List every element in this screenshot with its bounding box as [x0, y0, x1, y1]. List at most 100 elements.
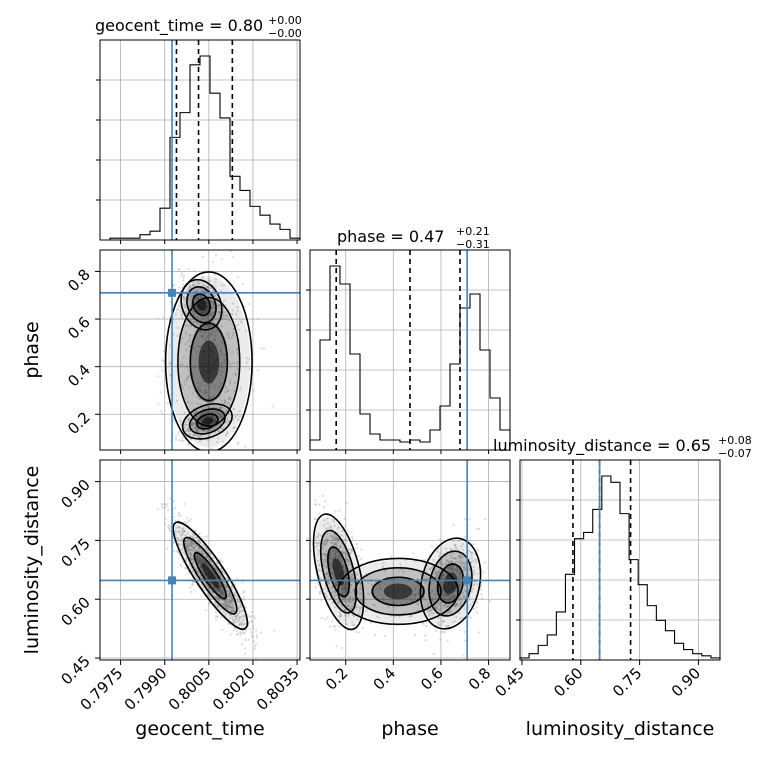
scatter-point	[457, 575, 460, 578]
scatter-point	[201, 255, 204, 258]
scatter-point	[226, 432, 229, 436]
scatter-point	[334, 552, 337, 556]
scatter-point	[208, 586, 211, 590]
scatter-point	[214, 618, 217, 621]
scatter-point	[316, 534, 320, 537]
scatter-point	[413, 595, 417, 598]
scatter-point	[221, 414, 224, 418]
scatter-point	[226, 431, 229, 434]
scatter-point	[231, 302, 234, 305]
scatter-point	[194, 548, 197, 552]
scatter-point	[475, 582, 478, 586]
scatter-point	[428, 609, 431, 612]
scatter-point	[179, 419, 182, 422]
scatter-point	[212, 301, 215, 304]
scatter-point	[347, 596, 350, 599]
scatter-point	[448, 595, 451, 598]
scatter-point	[243, 653, 247, 656]
scatter-point	[460, 599, 463, 602]
scatter-point	[328, 560, 331, 564]
scatter-point	[193, 424, 196, 427]
scatter-point	[216, 588, 219, 592]
scatter-point	[240, 631, 243, 634]
scatter-point	[238, 623, 241, 626]
scatter-point	[191, 424, 194, 427]
scatter-point	[441, 588, 444, 592]
scatter-point	[456, 568, 459, 572]
scatter-point	[182, 296, 185, 299]
scatter-point	[441, 574, 444, 577]
panel-frame	[99, 459, 301, 661]
scatter-point	[190, 558, 193, 562]
scatter-point	[208, 314, 211, 317]
scatter-point	[451, 565, 454, 568]
scatter-point	[327, 526, 330, 529]
scatter-point	[350, 607, 353, 610]
scatter-point	[434, 629, 437, 633]
scatter-point	[211, 395, 214, 398]
panel-bg	[100, 40, 300, 240]
scatter-point	[373, 603, 376, 607]
scatter-point	[325, 541, 328, 544]
scatter-point	[398, 615, 401, 618]
scatter-point	[435, 571, 438, 575]
scatter-point	[206, 305, 209, 308]
scatter-point	[318, 512, 321, 515]
scatter-point	[233, 381, 236, 385]
scatter-point	[442, 604, 445, 607]
scatter-point	[239, 604, 242, 607]
scatter-point	[200, 566, 203, 569]
scatter-point	[189, 552, 192, 555]
scatter-point	[202, 561, 206, 564]
scatter-point	[199, 310, 202, 314]
scatter-point	[194, 412, 197, 415]
scatter-point	[181, 530, 184, 533]
scatter-point	[204, 317, 207, 320]
scatter-point	[198, 550, 201, 553]
scatter-point	[347, 560, 350, 563]
scatter-point	[341, 592, 344, 595]
scatter-point	[224, 434, 227, 437]
scatter-point	[174, 530, 177, 533]
scatter-point	[235, 595, 238, 598]
scatter-point	[222, 581, 225, 584]
scatter-point	[351, 589, 355, 592]
scatter-point	[470, 551, 473, 554]
scatter-point	[163, 507, 166, 510]
scatter-point	[458, 556, 461, 559]
scatter-point	[410, 599, 413, 602]
scatter-point	[480, 593, 483, 596]
scatter-point	[461, 557, 464, 560]
scatter-point	[207, 593, 210, 596]
scatter-point	[327, 582, 330, 585]
scatter-point	[223, 611, 226, 614]
scatter-point	[223, 594, 226, 598]
scatter-point	[409, 596, 412, 599]
scatter-point	[236, 600, 239, 603]
scatter-point	[333, 590, 336, 593]
scatter-point	[168, 527, 171, 530]
scatter-point	[172, 541, 175, 544]
scatter-point	[476, 527, 479, 530]
scatter-point	[431, 596, 434, 600]
scatter-point	[341, 529, 344, 532]
scatter-point	[219, 574, 222, 577]
scatter-point	[340, 587, 344, 590]
scatter-point	[184, 423, 187, 426]
scatter-point	[191, 581, 194, 584]
scatter-point	[455, 589, 458, 592]
scatter-point	[219, 585, 222, 588]
scatter-point	[204, 415, 207, 418]
scatter-point	[156, 317, 160, 320]
scatter-point	[204, 562, 207, 565]
scatter-point	[203, 535, 207, 538]
scatter-point	[199, 542, 202, 545]
scatter-point	[198, 436, 201, 439]
scatter-point	[429, 611, 433, 614]
scatter-point	[193, 365, 196, 368]
scatter-point	[470, 552, 473, 555]
contour-line	[186, 286, 217, 324]
scatter-point	[221, 592, 224, 595]
scatter-point	[456, 570, 459, 573]
scatter-point	[200, 381, 203, 384]
